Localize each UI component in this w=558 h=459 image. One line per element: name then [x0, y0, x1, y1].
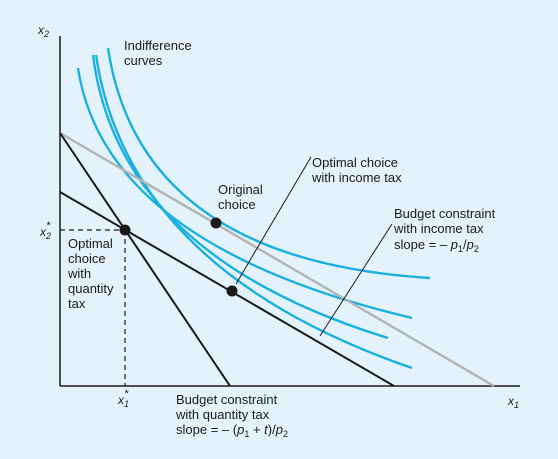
x2-star-label: x2*: [39, 220, 51, 241]
x-axis-label: x1: [507, 394, 519, 410]
quantity-tax-budget-line: [59, 132, 231, 387]
budget-quantity-tax-slope: slope = – (p1 + t)/p2: [176, 422, 288, 439]
original-choice-label: Original choice: [218, 182, 266, 212]
budget-income-tax-leader: [319, 223, 393, 337]
optimal-quantity-tax-label: Optimal choice with quantity tax: [67, 236, 117, 311]
budget-income-tax-label: Budget constraint with income tax: [393, 206, 499, 236]
indifference-curve-4: [106, 47, 431, 280]
optimal-income-tax-label: Optimal choice with income tax: [311, 155, 402, 185]
income-tax-choice-leader: [235, 156, 312, 285]
original-budget-line: [59, 131, 495, 388]
original-choice-point: [210, 217, 222, 229]
income-tax-choice-point: [226, 285, 238, 297]
budget-quantity-tax-label: Budget constraint with quantity tax: [175, 392, 281, 422]
x1-star-label: x1*: [117, 388, 129, 409]
budget-income-tax-slope: slope = – p1/p2: [394, 237, 479, 254]
indifference-curve-1: [76, 67, 413, 320]
indifference-curves-label: Indifference curves: [124, 38, 195, 68]
y-axis-label: x2: [37, 23, 49, 39]
indifference-curve-2: [91, 54, 389, 340]
indifference-curve-3: [94, 54, 413, 370]
quantity-tax-choice-point: [119, 224, 131, 236]
